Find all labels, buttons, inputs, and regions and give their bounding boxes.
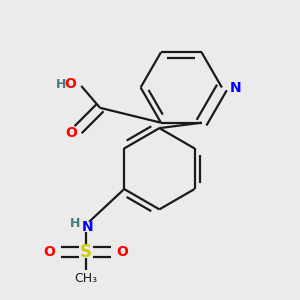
Text: CH₃: CH₃ xyxy=(74,272,98,285)
Text: N: N xyxy=(82,220,93,234)
Text: N: N xyxy=(230,80,241,94)
Text: O: O xyxy=(65,126,77,140)
Text: O: O xyxy=(117,244,128,259)
Text: O: O xyxy=(44,244,55,259)
Text: H: H xyxy=(56,78,66,91)
Text: H: H xyxy=(70,217,80,230)
Text: O: O xyxy=(65,77,76,92)
Text: S: S xyxy=(80,243,92,261)
